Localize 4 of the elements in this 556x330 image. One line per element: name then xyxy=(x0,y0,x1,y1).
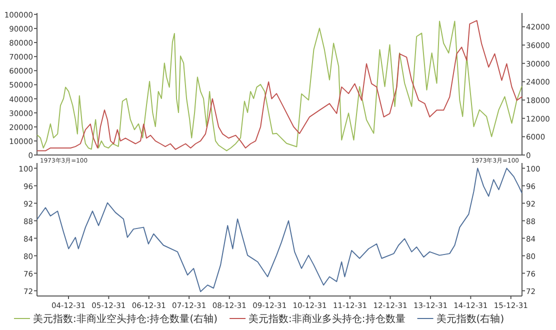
legend-label: 美元指数:非商业空头持仓:持仓数量(右轴) xyxy=(33,313,218,325)
line-series xyxy=(36,168,522,292)
legend-label: 美元指数:非商业多头持仓:持仓数量 xyxy=(248,313,406,325)
legend-label: 美元指数(右轴) xyxy=(436,313,504,325)
